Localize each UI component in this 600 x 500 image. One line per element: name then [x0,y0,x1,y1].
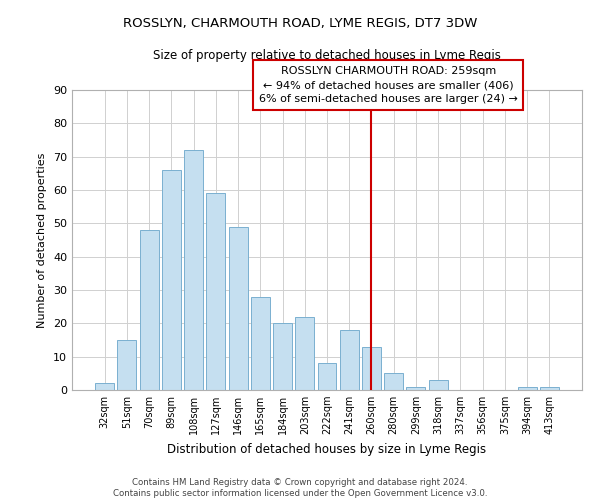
Bar [362,346,381,390]
Text: ROSSLYN CHARMOUTH ROAD: 259sqm
← 94% of detached houses are smaller (406)
6% of : ROSSLYN CHARMOUTH ROAD: 259sqm ← 94% of … [259,66,518,104]
Title: Size of property relative to detached houses in Lyme Regis: Size of property relative to detached ho… [153,50,501,62]
Bar [317,364,337,390]
Bar [518,386,536,390]
Bar [295,316,314,390]
Bar [140,230,158,390]
Bar [406,386,425,390]
Bar [540,386,559,390]
Bar [229,226,248,390]
Bar [273,324,292,390]
Bar [118,340,136,390]
Bar [162,170,181,390]
Y-axis label: Number of detached properties: Number of detached properties [37,152,47,328]
X-axis label: Distribution of detached houses by size in Lyme Regis: Distribution of detached houses by size … [167,442,487,456]
Text: Contains HM Land Registry data © Crown copyright and database right 2024.
Contai: Contains HM Land Registry data © Crown c… [113,478,487,498]
Bar [429,380,448,390]
Bar [251,296,270,390]
Bar [340,330,359,390]
Bar [184,150,203,390]
Bar [95,384,114,390]
Bar [384,374,403,390]
Text: ROSSLYN, CHARMOUTH ROAD, LYME REGIS, DT7 3DW: ROSSLYN, CHARMOUTH ROAD, LYME REGIS, DT7… [123,18,477,30]
Bar [206,194,225,390]
